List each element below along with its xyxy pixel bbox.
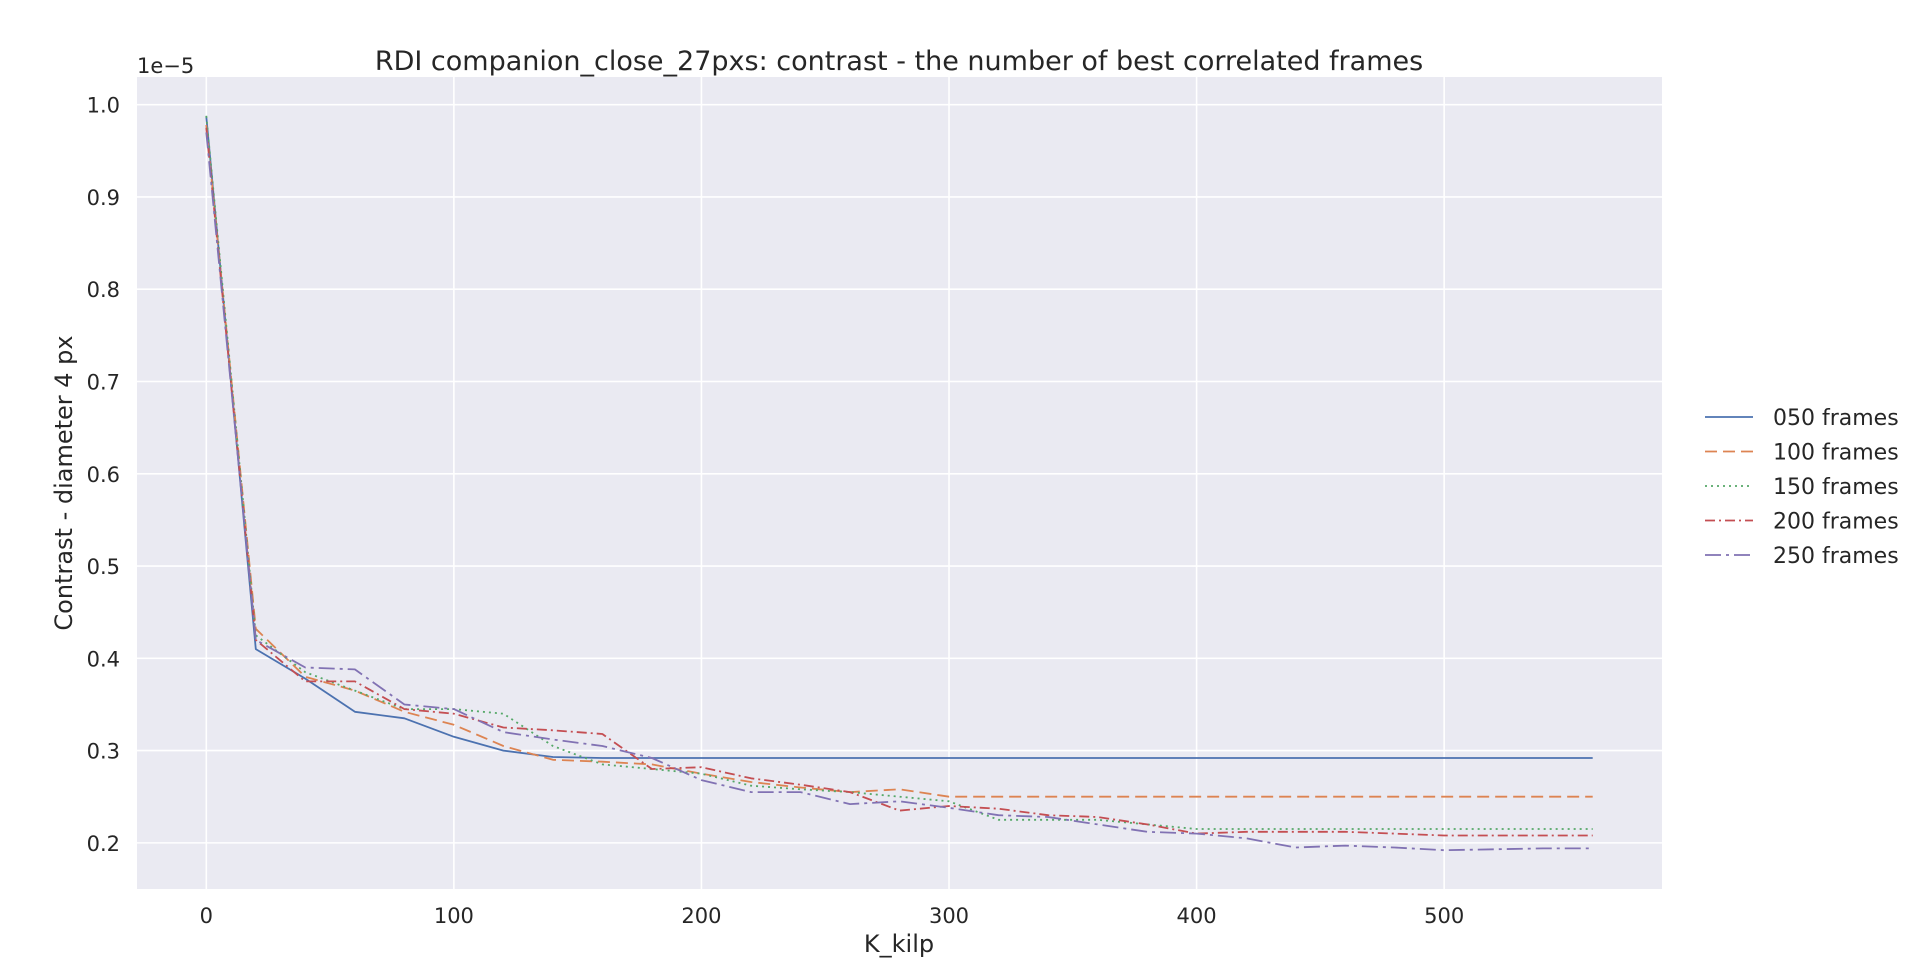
grid-lines (137, 77, 1662, 889)
x-axis-label: K_kilp (864, 930, 934, 958)
x-tick-label: 500 (1424, 904, 1464, 928)
x-tick-label: 0 (200, 904, 213, 928)
legend-label: 200 frames (1773, 510, 1899, 535)
plot-background (137, 77, 1662, 889)
y-tick-label: 0.9 (87, 186, 120, 210)
legend-label: 050 frames (1773, 406, 1899, 431)
y-tick-label: 0.2 (87, 832, 120, 856)
y-axis-ticks: 0.2 0.3 0.4 0.5 0.6 0.7 0.8 0.9 1.0 (87, 94, 120, 856)
y-tick-label: 0.3 (87, 740, 120, 764)
series-line-200 (205, 127, 1593, 837)
y-tick-label: 0.4 (87, 647, 120, 671)
series-line-050 (205, 116, 1593, 759)
legend-label: 250 frames (1773, 544, 1899, 569)
y-offset-label: 1e−5 (137, 54, 194, 78)
series-lines (205, 115, 1593, 852)
series-line-250 (205, 132, 1593, 852)
x-tick-label: 200 (681, 904, 721, 928)
x-tick-label: 300 (929, 904, 969, 928)
legend-label: 100 frames (1773, 441, 1899, 466)
y-tick-label: 0.8 (87, 278, 120, 302)
y-axis-label: Contrast - diameter 4 px (50, 335, 78, 630)
x-tick-label: 100 (434, 904, 474, 928)
y-tick-label: 0.6 (87, 463, 120, 487)
chart-title: RDI companion_close_27pxs: contrast - th… (375, 46, 1423, 77)
x-tick-label: 400 (1177, 904, 1217, 928)
legend: 050 frames 100 frames 150 frames 200 frames… (1705, 406, 1899, 569)
y-tick-label: 0.7 (87, 371, 120, 395)
legend-label: 150 frames (1773, 475, 1899, 500)
y-tick-label: 0.5 (87, 555, 120, 579)
x-axis-ticks: 0 100 200 300 400 500 (200, 904, 1465, 928)
y-tick-label: 1.0 (87, 94, 120, 118)
series-line-100 (205, 124, 1593, 798)
